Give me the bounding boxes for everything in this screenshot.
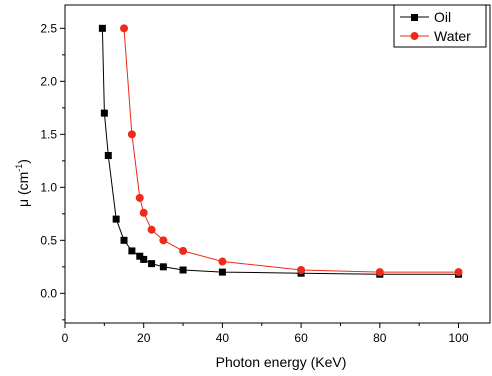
- data-point-oil: [159, 263, 167, 271]
- x-tick-label: 20: [137, 331, 151, 345]
- data-point-water: [297, 266, 306, 274]
- data-point-oil: [100, 109, 108, 117]
- data-point-oil: [104, 152, 112, 160]
- data-point-oil: [98, 24, 106, 32]
- data-point-water: [218, 257, 227, 266]
- x-tick-label: 0: [62, 331, 69, 345]
- y-tick-label: 0.5: [40, 233, 57, 247]
- data-point-water: [179, 246, 188, 255]
- data-point-oil: [128, 247, 136, 255]
- data-point-water: [139, 208, 148, 217]
- data-point-water: [147, 225, 156, 234]
- series-line-water: [123, 28, 459, 273]
- data-point-oil: [148, 260, 156, 268]
- plot-series: [98, 24, 463, 278]
- x-tick-label: 100: [449, 331, 469, 345]
- data-point-oil: [120, 236, 128, 244]
- y-tick-label: 1.5: [40, 127, 57, 141]
- y-tick-label: 2.5: [40, 21, 57, 35]
- data-point-oil: [140, 255, 148, 263]
- data-point-oil: [218, 268, 226, 276]
- x-tick-label: 40: [216, 331, 230, 345]
- legend-marker-oil: [411, 14, 418, 21]
- data-point-oil: [136, 252, 144, 260]
- y-tick-labels: 0.0 0.5 1.0 1.5 2.0 2.5: [40, 21, 57, 300]
- data-point-water: [135, 193, 144, 202]
- y-axis-label-main: μ (cm: [15, 172, 31, 207]
- y-axis-label-close: ): [15, 159, 31, 164]
- legend-marker-water: [410, 32, 419, 40]
- y-tick-label: 2.0: [40, 74, 57, 88]
- data-point-water: [454, 268, 463, 277]
- data-point-water: [375, 268, 384, 277]
- data-point-water: [159, 236, 168, 245]
- x-axis-label: Photon energy (KeV): [216, 354, 347, 370]
- plot-frame: [64, 4, 491, 324]
- series-line-oil: [101, 28, 459, 275]
- x-tick-label: 80: [373, 331, 387, 345]
- data-point-oil: [179, 266, 187, 274]
- y-tick-label: 1.0: [40, 180, 57, 194]
- x-tick-label: 60: [294, 331, 308, 345]
- data-point-water: [127, 130, 136, 139]
- data-point-oil: [112, 215, 120, 223]
- legend-label-water: Water: [434, 28, 471, 44]
- legend-box: [393, 4, 487, 48]
- y-axis-label-sup: -1: [14, 164, 24, 172]
- x-tick-labels: 0 20 40 60 80 100: [62, 331, 469, 345]
- axis-ticks: [60, 27, 460, 328]
- y-tick-label: 0.0: [40, 286, 57, 300]
- y-axis-label: μ (cm-1): [14, 159, 31, 207]
- legend: Oil Water: [393, 4, 487, 48]
- data-point-water: [120, 24, 129, 33]
- legend-label-oil: Oil: [434, 9, 451, 25]
